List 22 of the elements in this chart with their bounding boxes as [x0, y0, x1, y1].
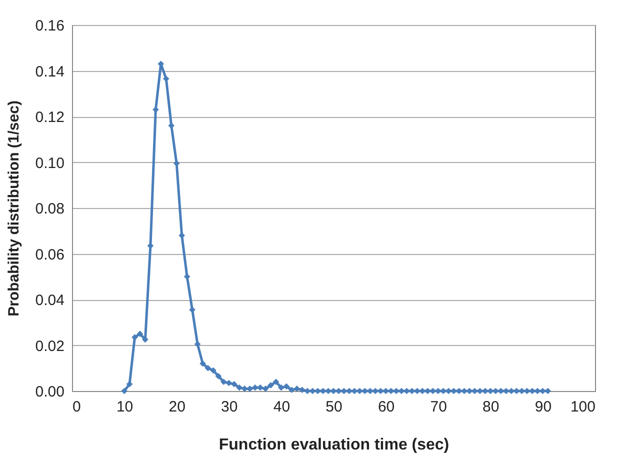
- x-tick-label: 60: [378, 398, 395, 416]
- x-axis-title: Function evaluation time (sec): [218, 436, 450, 454]
- x-tick-label: 20: [168, 398, 186, 416]
- x-tick-label: 10: [116, 398, 134, 416]
- y-axis-title: Probability distribution (1/sec): [5, 100, 22, 316]
- y-tick-label: 0.02: [35, 338, 64, 355]
- x-tick-label: 30: [221, 398, 238, 416]
- y-tick-label: 0.10: [35, 154, 64, 172]
- y-tick-label: 0.00: [35, 384, 64, 400]
- x-tick-label: 80: [482, 398, 500, 416]
- y-tick-label: 0.08: [35, 200, 64, 218]
- x-tick-label: 90: [534, 398, 552, 416]
- y-tick-label: 0.14: [35, 63, 64, 80]
- y-tick-label: 0.04: [35, 292, 64, 309]
- x-tick-label: 40: [273, 398, 290, 416]
- x-tick-label: 50: [326, 398, 342, 416]
- y-tick-label: 0.16: [35, 18, 64, 34]
- y-tick-label: 0.06: [35, 246, 64, 264]
- x-tick-label: 70: [430, 398, 447, 416]
- x-tick-label: 0: [72, 398, 81, 416]
- y-tick-label: 0.12: [35, 109, 64, 126]
- x-tick-label: 100: [570, 398, 596, 416]
